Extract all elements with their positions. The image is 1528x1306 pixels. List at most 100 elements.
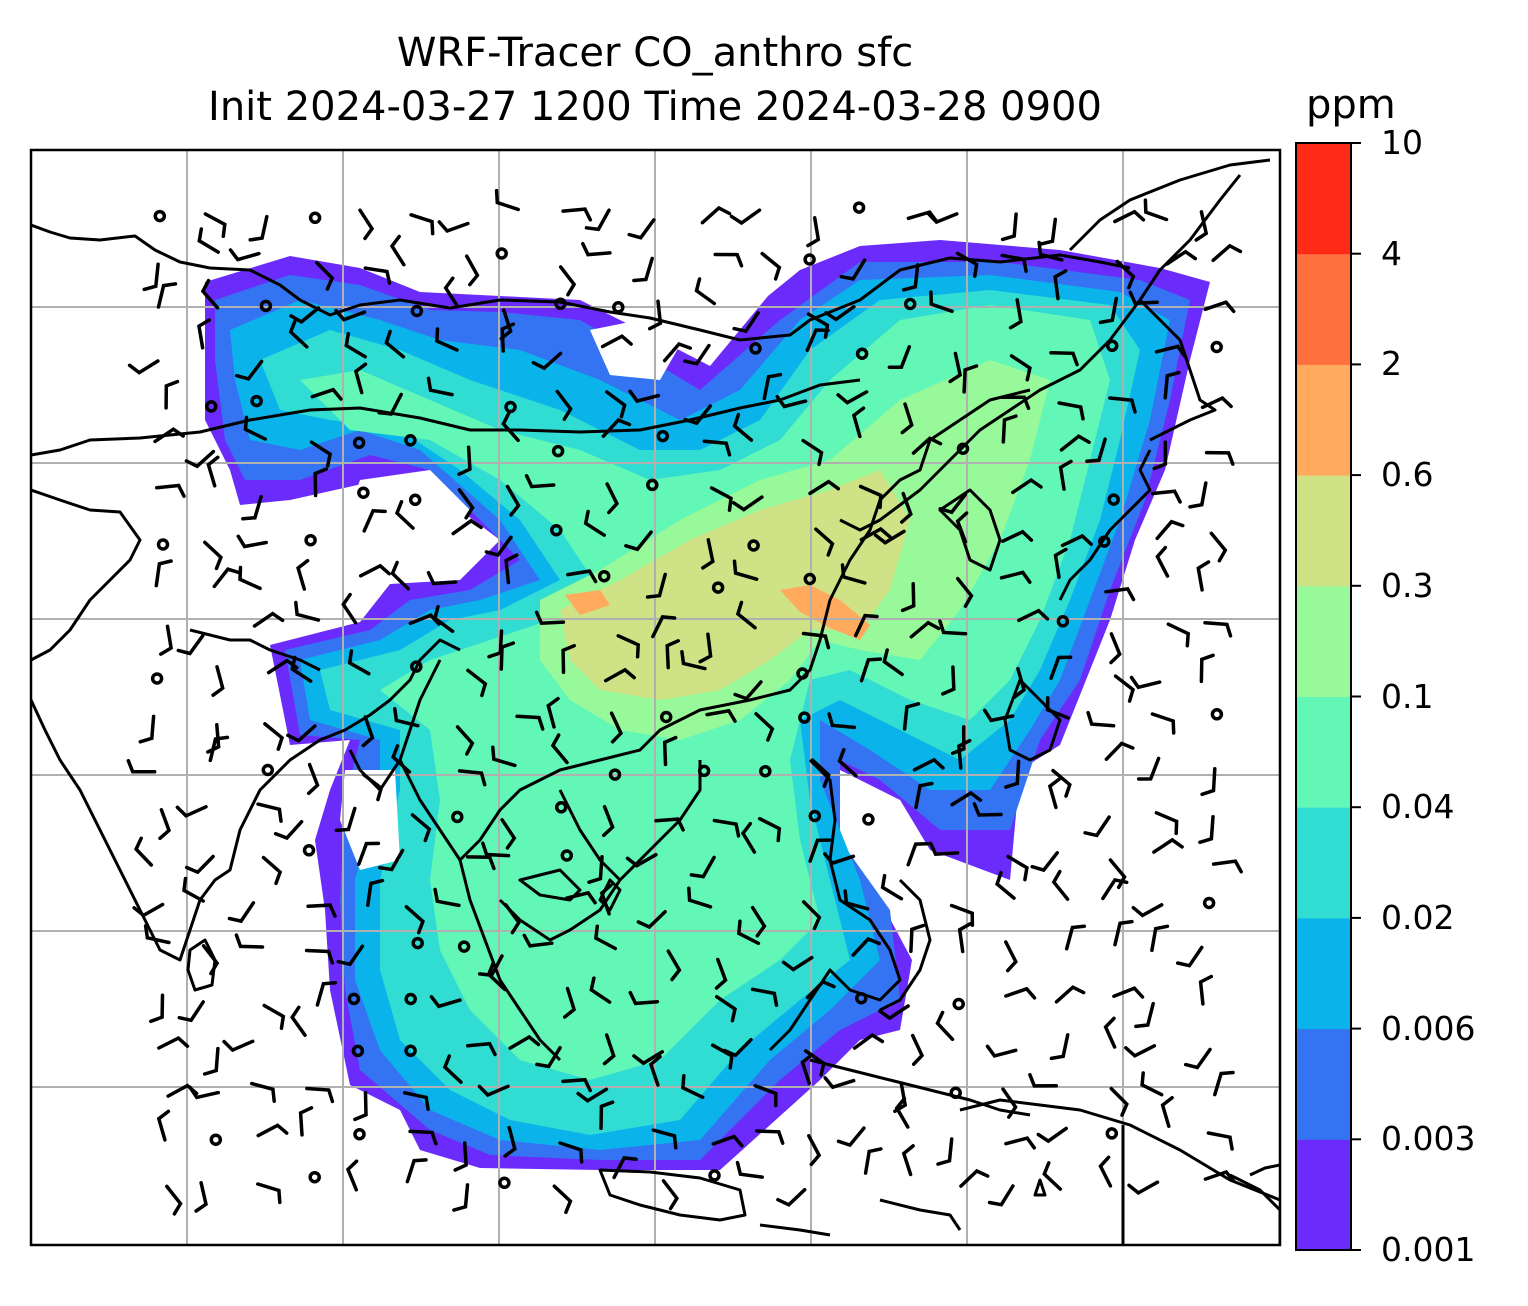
wind-barb — [453, 1141, 468, 1172]
calm-wind-marker — [551, 444, 565, 458]
wind-barb — [982, 708, 1015, 723]
wind-barb — [709, 486, 733, 512]
wind-barb — [500, 818, 517, 850]
chart-title: WRF-Tracer CO_anthro sfc — [396, 30, 914, 76]
calm-wind-marker — [308, 211, 322, 225]
wind-barb — [197, 318, 212, 350]
calm-wind-marker — [1098, 535, 1111, 548]
coastlines — [31, 158, 1280, 1245]
calm-wind-marker — [597, 569, 611, 583]
wind-barb — [203, 540, 223, 571]
wind-barb — [443, 276, 460, 309]
wind-barb — [1012, 666, 1027, 699]
wind-barb — [1057, 401, 1085, 421]
colorbar-tick-label: 0.001 — [1381, 1230, 1476, 1269]
wind-barb — [1115, 259, 1136, 290]
wind-barb — [1160, 1095, 1174, 1128]
wind-barb — [464, 254, 480, 287]
wind-barb — [305, 1086, 335, 1104]
wind-barb — [353, 362, 368, 395]
wind-barb — [1154, 344, 1187, 358]
wind-barb — [558, 265, 577, 297]
wind-barb — [504, 553, 519, 585]
wind-barb — [902, 702, 921, 731]
wind-barb — [455, 725, 475, 756]
wind-barb — [814, 527, 835, 557]
calm-wind-marker — [659, 710, 673, 724]
wind-barb — [238, 565, 262, 591]
wind-barb — [605, 482, 620, 515]
calm-wind-marker — [1056, 615, 1070, 628]
wind-barb — [732, 311, 760, 334]
wind-barb — [334, 308, 367, 322]
wind-barb — [561, 207, 593, 222]
colorbar-segment — [1296, 585, 1351, 697]
wind-barb — [1009, 354, 1032, 382]
wind-barb — [711, 1134, 744, 1148]
wind-barb — [288, 318, 309, 349]
wind-barb — [909, 620, 941, 639]
wind-barb — [149, 993, 165, 1024]
wind-barb — [294, 600, 321, 622]
wind-barb — [194, 1181, 208, 1213]
wind-barb — [1199, 653, 1215, 684]
wind-barb — [1134, 1001, 1155, 1029]
wind-barb — [995, 870, 1016, 900]
map-frame — [29, 148, 1282, 1247]
wind-barb — [805, 979, 836, 1000]
calm-wind-marker — [498, 1176, 511, 1190]
wind-barb — [248, 214, 269, 242]
wind-barb — [1113, 919, 1134, 947]
wind-barb — [261, 855, 283, 886]
wind-barb — [429, 995, 462, 1009]
wind-barb — [1200, 396, 1233, 410]
wind-barb — [534, 610, 566, 626]
wind-barb — [661, 1179, 680, 1211]
calm-wind-marker — [153, 209, 167, 223]
colorbar-tick-label: 0.006 — [1381, 1008, 1476, 1048]
wind-barb — [1001, 1087, 1018, 1119]
calm-wind-marker — [408, 493, 422, 507]
calm-wind-marker — [1210, 340, 1223, 354]
wind-barb — [1098, 296, 1119, 325]
wind-barb — [806, 216, 821, 248]
wind-barb — [138, 714, 156, 744]
wind-barb — [955, 511, 969, 544]
calm-wind-marker — [798, 711, 811, 724]
wind-barb — [616, 634, 641, 659]
wind-barb — [500, 322, 516, 353]
wind-barb — [929, 290, 954, 314]
wind-barb — [732, 495, 764, 512]
chart-subtitle: Init 2024-03-27 1200 Time 2024-03-28 090… — [208, 84, 1102, 130]
wind-barb — [243, 415, 267, 441]
wind-barb — [858, 484, 883, 510]
wind-barb — [628, 389, 661, 404]
colorbar-segment — [1296, 143, 1351, 255]
wind-barb — [636, 909, 667, 930]
wind-barb — [959, 1168, 990, 1188]
wind-barb — [894, 1096, 910, 1129]
wind-barb — [465, 1041, 497, 1057]
wind-barb — [262, 1003, 286, 1031]
wind-barb — [1049, 351, 1079, 367]
wind-barb — [1188, 481, 1208, 509]
wind-barb — [602, 1033, 616, 1066]
wind-barb — [184, 854, 215, 875]
calm-wind-marker — [156, 538, 170, 551]
wind-barb — [900, 582, 916, 613]
wind-barb — [1109, 632, 1122, 665]
wind-barb — [1083, 815, 1111, 838]
calm-wind-marker — [560, 849, 574, 862]
wind-barb — [1000, 395, 1031, 411]
wind-barb — [1058, 459, 1073, 491]
wind-barb — [341, 592, 358, 625]
calm-wind-marker — [404, 992, 417, 1006]
wind-barb — [781, 955, 814, 972]
wind-barb — [900, 402, 914, 435]
wind-barb — [906, 842, 930, 867]
calm-wind-marker — [404, 1044, 417, 1058]
calm-wind-marker — [259, 299, 273, 313]
wind-barb — [732, 559, 759, 581]
wind-barb — [1129, 675, 1162, 690]
wind-barb — [156, 1109, 171, 1142]
